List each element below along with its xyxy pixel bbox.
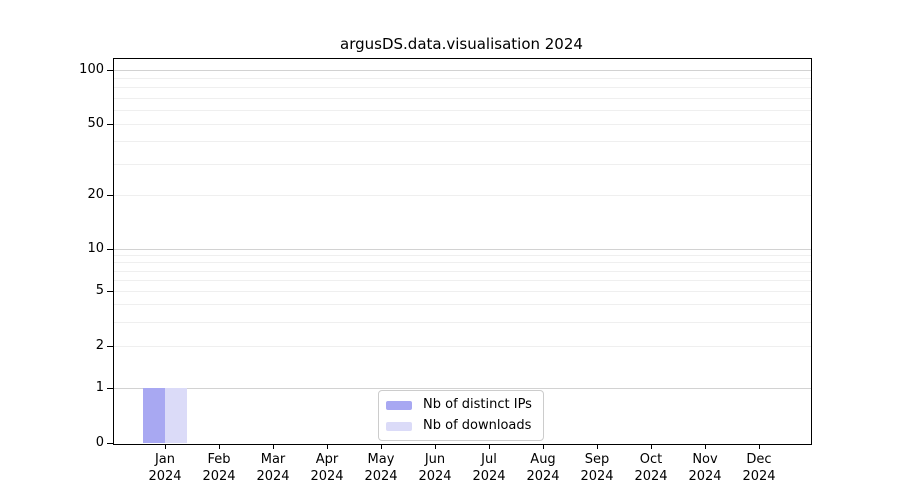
legend-swatch-distinct-ips (386, 400, 412, 410)
legend-label-distinct-ips: Nb of distinct IPs (423, 397, 532, 412)
x-tick-label-dec: Dec 2024 (742, 452, 776, 484)
x-tick-mark (273, 445, 274, 449)
y-tick-mark (107, 443, 113, 444)
x-tick-mark (705, 445, 706, 449)
y-gridline-minor (114, 141, 811, 143)
y-tick-mark (107, 70, 113, 71)
x-tick-label-jul: Jul 2024 (472, 452, 506, 484)
y-gridline-minor (114, 346, 811, 348)
y-tick-mark (107, 249, 113, 250)
y-gridline-minor (114, 279, 811, 281)
y-gridline-major (114, 388, 811, 389)
x-tick-mark (435, 445, 436, 449)
y-gridline-minor (114, 97, 811, 99)
chart-title: argusDS.data.visualisation 2024 (340, 35, 583, 53)
y-gridline-major (114, 249, 811, 250)
y-gridline-minor (114, 270, 811, 272)
x-tick-label-jan: Jan 2024 (148, 452, 182, 484)
y-gridline-minor (114, 304, 811, 306)
y-gridline-major (114, 70, 811, 71)
y-gridline-minor (114, 163, 811, 165)
plot-area: Nb of distinct IPs Nb of downloads (113, 58, 812, 445)
bar-downloads-jan (165, 388, 187, 443)
y-gridline-minor (114, 87, 811, 89)
y-tick-label: 1 (95, 380, 104, 395)
y-tick-mark (107, 195, 113, 197)
bar-distinct-ips-jan (143, 388, 165, 443)
y-tick-mark (107, 346, 113, 348)
x-tick-label-feb: Feb 2024 (202, 452, 236, 484)
legend: Nb of distinct IPs Nb of downloads (378, 390, 544, 441)
y-gridline-minor (114, 262, 811, 264)
y-tick-label: 5 (95, 282, 104, 298)
legend-swatch-downloads (386, 421, 412, 431)
y-tick-label: 10 (87, 241, 104, 256)
x-tick-mark (651, 445, 652, 449)
x-tick-label-apr: Apr 2024 (310, 452, 344, 484)
y-tick-label: 50 (87, 115, 104, 131)
y-gridline-minor (114, 109, 811, 111)
y-gridline-minor (114, 195, 811, 197)
legend-label-downloads: Nb of downloads (423, 418, 532, 433)
y-tick-label: 0 (95, 435, 104, 450)
x-tick-mark (165, 445, 166, 449)
x-tick-mark (543, 445, 544, 449)
y-gridline-minor (114, 290, 811, 292)
x-tick-label-sep: Sep 2024 (580, 452, 614, 484)
x-tick-mark (381, 445, 382, 449)
x-tick-mark (597, 445, 598, 449)
x-tick-label-oct: Oct 2024 (634, 452, 668, 484)
x-tick-mark (327, 445, 328, 449)
y-tick-mark (107, 290, 113, 292)
y-tick-label: 2 (95, 338, 104, 354)
x-tick-mark (759, 445, 760, 449)
x-tick-label-nov: Nov 2024 (688, 452, 722, 484)
y-gridline-minor (114, 123, 811, 125)
legend-item-downloads: Nb of downloads (386, 418, 535, 434)
y-gridline-minor (114, 255, 811, 257)
x-tick-label-aug: Aug 2024 (526, 452, 560, 484)
bar-layer (114, 59, 811, 444)
x-tick-mark (219, 445, 220, 449)
grid-layer (114, 59, 811, 444)
y-tick-mark (107, 388, 113, 389)
legend-item-distinct-ips: Nb of distinct IPs (386, 397, 535, 413)
y-tick-mark (107, 123, 113, 125)
y-tick-label: 100 (79, 62, 104, 77)
x-tick-label-jun: Jun 2024 (418, 452, 452, 484)
x-tick-label-mar: Mar 2024 (256, 452, 290, 484)
y-gridline-minor (114, 78, 811, 80)
x-tick-label-may: May 2024 (364, 452, 398, 484)
y-tick-label: 20 (87, 187, 104, 203)
y-gridline-minor (114, 321, 811, 323)
x-tick-mark (489, 445, 490, 449)
